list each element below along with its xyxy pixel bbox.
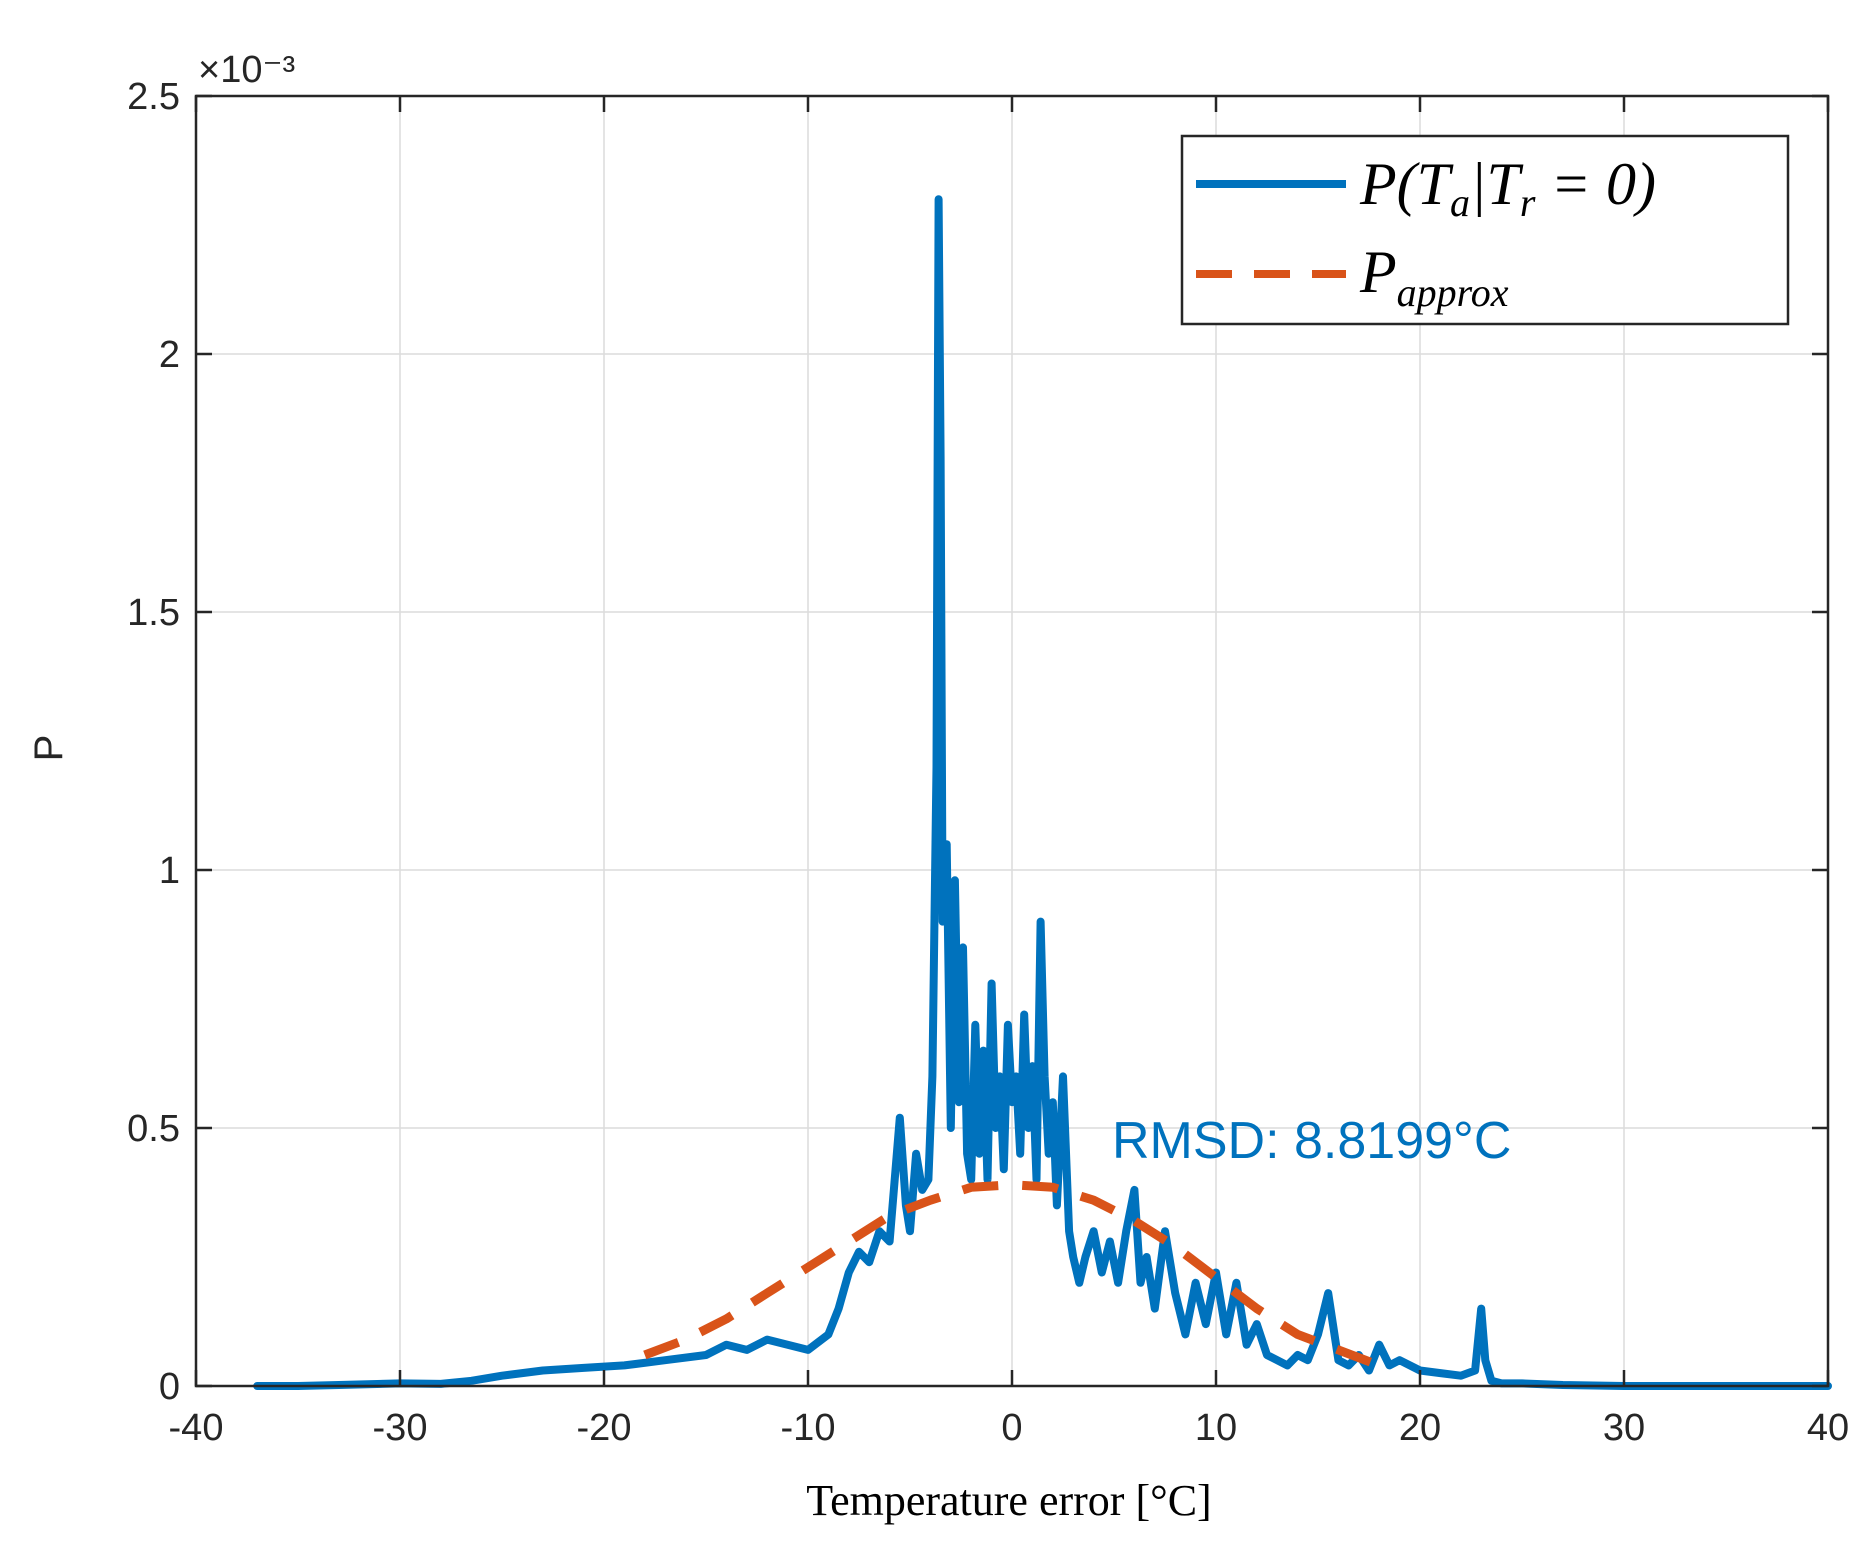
legend-label-p-ta-tr: P(Ta|Tr = 0) bbox=[1359, 151, 1656, 225]
y-tick-label: 2 bbox=[159, 334, 180, 376]
series-line-p-approx bbox=[643, 1180, 1381, 1370]
x-axis-label: Temperature error [°C] bbox=[806, 1476, 1211, 1525]
y-tick-label: 2.5 bbox=[127, 76, 180, 118]
exponent-label: ×10⁻³ bbox=[198, 49, 295, 91]
y-tick-label: 1 bbox=[159, 850, 180, 892]
x-tick-label: 40 bbox=[1807, 1407, 1849, 1449]
rmsd-annotation: RMSD: 8.8199°C bbox=[1112, 1112, 1511, 1170]
y-axis-label: P bbox=[27, 735, 71, 762]
y-tick-label: 0.5 bbox=[127, 1108, 180, 1150]
y-tick-label: 1.5 bbox=[127, 592, 180, 634]
legend: P(Ta|Tr = 0) Papprox bbox=[1180, 134, 1790, 326]
tick-labels: -40 -30 -20 -10 0 10 20 30 40 0 0.5 1 1.5 2 2.5 bbox=[127, 76, 1849, 1449]
x-tick-label: 30 bbox=[1603, 1407, 1645, 1449]
series-line-p-ta-tr bbox=[253, 195, 1832, 1390]
x-tick-label: -40 bbox=[169, 1407, 224, 1449]
series-layer bbox=[253, 195, 1832, 1390]
x-tick-label: -20 bbox=[577, 1407, 632, 1449]
axes bbox=[194, 94, 1830, 1388]
x-tick-label: 0 bbox=[1001, 1407, 1022, 1449]
x-tick-label: 20 bbox=[1399, 1407, 1441, 1449]
legend-box bbox=[1180, 134, 1790, 326]
x-tick-label: 10 bbox=[1195, 1407, 1237, 1449]
x-tick-label: -10 bbox=[781, 1407, 836, 1449]
x-tick-label: -30 bbox=[373, 1407, 428, 1449]
y-tick-label: 0 bbox=[159, 1366, 180, 1408]
legend-label-p-approx: Papprox bbox=[1359, 239, 1509, 315]
